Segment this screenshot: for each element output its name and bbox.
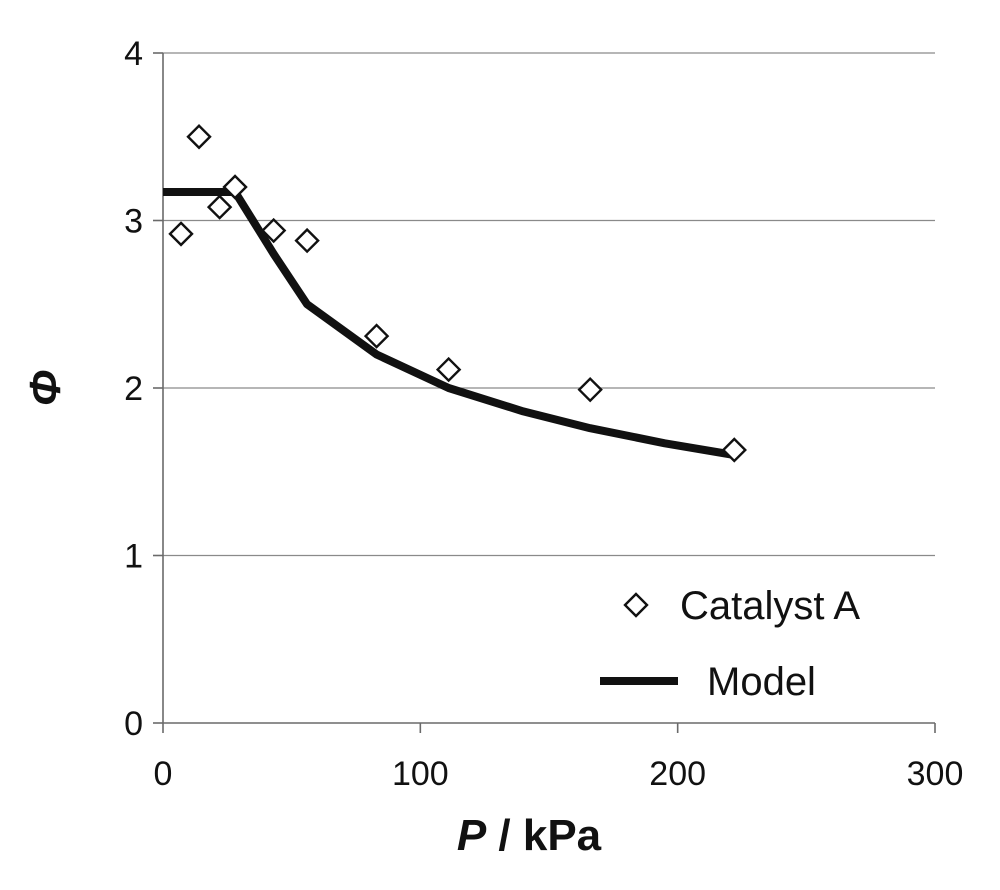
gridlines: [163, 52, 935, 557]
y-tick-label: 4: [124, 35, 143, 73]
catalyst-a-point: [363, 323, 390, 349]
axes: [153, 52, 936, 733]
catalyst-a-point: [222, 174, 248, 200]
y-tick-label: 1: [124, 538, 143, 576]
catalyst-a-point: [435, 356, 462, 383]
y-tick-label: 2: [124, 370, 143, 408]
x-tick-label: 0: [154, 755, 173, 793]
catalyst-a-point: [168, 221, 194, 247]
catalyst-a-point: [186, 124, 212, 150]
catalyst-a-point: [721, 437, 747, 463]
legend-marker-diamond: [623, 592, 649, 618]
x-tick-label: 300: [907, 755, 964, 793]
x-axis-title-unit: / kPa: [486, 811, 601, 860]
x-tick-label: 200: [649, 755, 706, 793]
x-axis-title: P / kPa: [457, 811, 602, 860]
x-axis-title-symbol: P: [457, 811, 487, 860]
y-axis-title: Φ: [21, 370, 70, 406]
catalyst-a-point: [260, 217, 287, 244]
y-tick-label: 3: [124, 203, 143, 241]
x-tick-label: 100: [392, 755, 449, 793]
data-series: [163, 124, 747, 463]
catalyst-a-point: [577, 376, 603, 403]
legend-label-model: Model: [707, 660, 816, 704]
legend: Catalyst A Model: [600, 584, 860, 704]
catalyst-a-point: [206, 194, 233, 220]
y-tick-label: 0: [124, 705, 143, 743]
tick-labels: 0 1 2 3 4 0 100 200 300: [124, 35, 963, 793]
model-line: [163, 188, 735, 459]
catalyst-a-point: [294, 227, 320, 254]
axis-titles: P / kPa Φ: [21, 370, 602, 860]
legend-label-catalyst-a: Catalyst A: [680, 584, 860, 628]
